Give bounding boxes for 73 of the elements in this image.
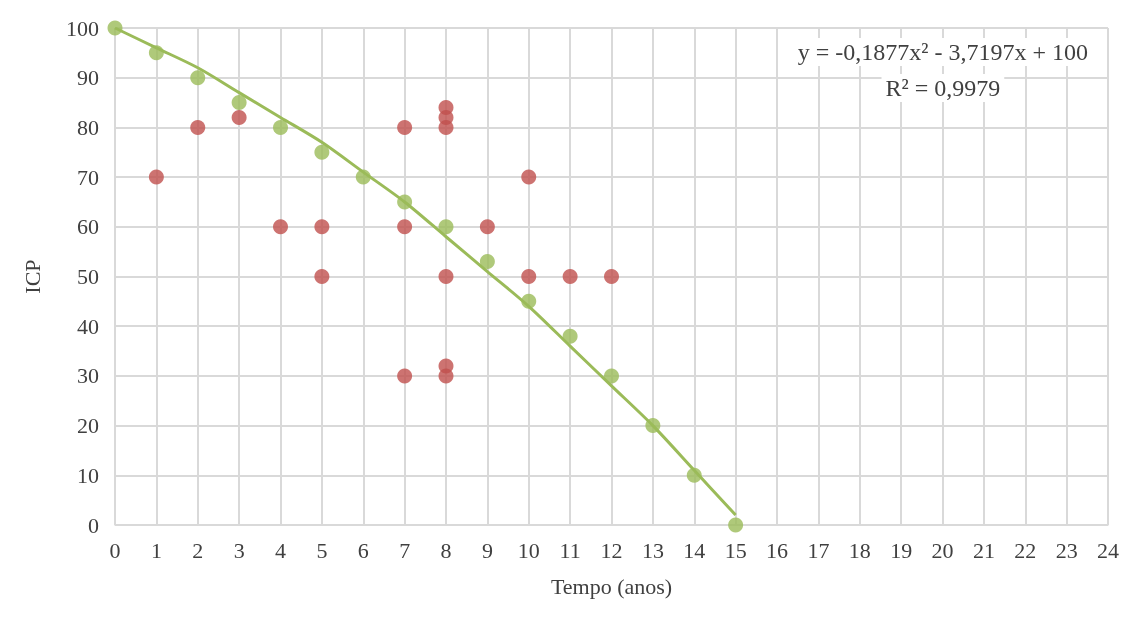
point	[397, 119, 413, 135]
point	[355, 169, 371, 185]
y-tick-label: 100	[66, 15, 99, 41]
point	[397, 219, 413, 235]
point	[273, 219, 288, 235]
point	[314, 269, 330, 284]
annotation: y = -0,1877x² - 3,7197x + 100	[797, 39, 1088, 65]
x-tick-label: 16	[766, 537, 788, 563]
x-tick-label: 18	[848, 537, 871, 563]
point	[521, 269, 537, 284]
x-tick-label: 4	[275, 537, 286, 563]
point	[438, 269, 454, 284]
point	[190, 119, 206, 135]
point	[231, 109, 247, 125]
point	[273, 119, 288, 135]
x-tick-label: 7	[399, 537, 411, 563]
x-tick-label: 10	[517, 537, 540, 563]
x-tick-label: 3	[233, 537, 245, 563]
x-tick-label: 1	[150, 537, 162, 563]
point	[438, 368, 454, 384]
x-tick-label: 2	[192, 537, 204, 563]
point	[728, 517, 744, 533]
point	[148, 169, 164, 185]
point	[479, 254, 495, 270]
point	[397, 194, 413, 210]
point	[397, 368, 413, 384]
point	[107, 20, 123, 36]
y-tick-label: 20	[77, 413, 99, 439]
x-tick-label: 5	[316, 537, 328, 563]
x-tick-label: 21	[972, 537, 995, 563]
point	[314, 144, 330, 160]
point	[604, 368, 619, 384]
y-tick-label: 90	[77, 65, 99, 91]
point	[562, 269, 578, 284]
x-tick-label: 19	[890, 537, 913, 563]
x-tick-label: 14	[683, 537, 706, 563]
point	[686, 467, 702, 483]
x-tick-label: 9	[481, 537, 493, 563]
x-tick-label: 12	[600, 537, 623, 563]
x-tick-label: 22	[1014, 537, 1037, 563]
point	[314, 219, 330, 235]
point	[438, 119, 454, 135]
point	[148, 45, 164, 61]
x-tick-label: 13	[641, 537, 664, 563]
y-tick-label: 50	[77, 264, 99, 289]
y-tick-label: 70	[77, 164, 99, 190]
x-tick-label: 8	[440, 537, 452, 563]
x-tick-label: 24	[1097, 537, 1119, 563]
x-axis-title: Tempo (anos)	[550, 573, 673, 599]
x-tick-label: 0	[109, 537, 121, 563]
x-tick-label: 17	[807, 537, 830, 563]
point	[231, 95, 247, 111]
x-tick-label: 15	[724, 537, 747, 563]
y-tick-label: 30	[77, 363, 99, 389]
x-tick-label: 6	[357, 537, 369, 563]
point	[521, 293, 537, 309]
point	[521, 169, 537, 185]
y-axis-title: ICP	[19, 259, 45, 294]
annotation: R² = 0,9979	[885, 75, 1001, 101]
point	[562, 328, 578, 344]
y-tick-label: 80	[77, 114, 99, 140]
y-tick-label: 40	[77, 313, 99, 339]
point	[479, 219, 495, 235]
point	[438, 219, 454, 235]
x-tick-label: 11	[559, 537, 581, 563]
point	[604, 269, 619, 284]
y-tick-label: 10	[77, 462, 99, 488]
point	[645, 418, 661, 434]
y-tick-label: 0	[88, 512, 99, 538]
point	[190, 70, 206, 86]
x-tick-label: 20	[931, 537, 954, 563]
y-tick-label: 60	[77, 214, 99, 240]
x-tick-label: 23	[1055, 537, 1078, 563]
